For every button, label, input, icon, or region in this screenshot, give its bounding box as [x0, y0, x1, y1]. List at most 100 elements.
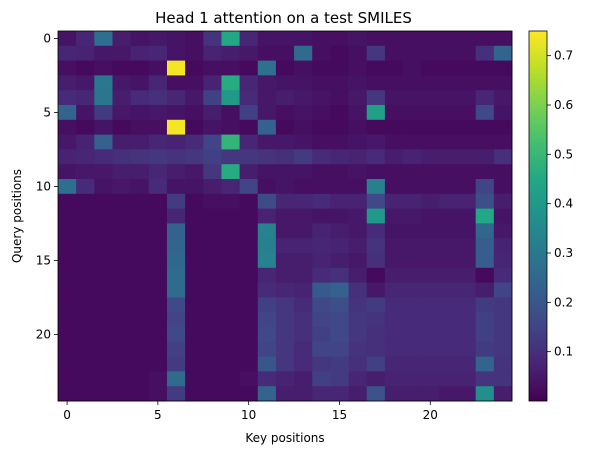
heatmap-cell — [112, 45, 132, 61]
heatmap-cell — [493, 75, 513, 91]
heatmap-cell — [457, 208, 477, 224]
heatmap-cell — [312, 267, 331, 283]
heatmap-cell — [475, 31, 495, 47]
heatmap-cell — [294, 223, 313, 239]
heatmap-cell — [94, 282, 113, 298]
heatmap-cell — [112, 60, 132, 76]
heatmap-cell — [403, 238, 422, 254]
heatmap-cell — [384, 164, 404, 180]
heatmap-cell — [366, 223, 386, 239]
heatmap-cell — [148, 267, 168, 283]
heatmap-cell — [439, 356, 458, 372]
heatmap-cell — [185, 223, 204, 239]
heatmap-cell — [185, 356, 204, 372]
heatmap-cell — [330, 208, 349, 224]
heatmap-cell — [493, 31, 513, 47]
heatmap-cell — [58, 386, 77, 402]
heatmap-cell — [457, 223, 477, 239]
heatmap-cell — [112, 105, 132, 121]
heatmap-cell — [203, 149, 222, 165]
y-tick-label: 15 — [36, 253, 51, 267]
heatmap-cell — [275, 179, 295, 195]
heatmap-cell — [112, 282, 132, 298]
heatmap-cell — [166, 386, 186, 402]
heatmap-cell — [112, 267, 132, 283]
heatmap-cell — [312, 356, 331, 372]
heatmap-cell — [421, 356, 440, 372]
heatmap-cell — [76, 105, 95, 121]
heatmap-cell — [76, 164, 95, 180]
x-axis: 0 5 10 15 20 — [63, 401, 438, 422]
heatmap-cell — [257, 105, 277, 121]
heatmap-cell — [94, 223, 113, 239]
heatmap-cell — [94, 208, 113, 224]
heatmap-cell — [94, 60, 113, 76]
heatmap-cell — [275, 312, 295, 328]
heatmap-cell — [203, 371, 222, 387]
heatmap-cell — [312, 164, 331, 180]
heatmap-cell — [403, 90, 422, 106]
heatmap-cell — [475, 282, 495, 298]
heatmap-cell — [439, 327, 458, 343]
colorbar-tick-label: 0.1 — [554, 345, 573, 359]
heatmap-cell — [493, 179, 513, 195]
heatmap-cell — [312, 297, 331, 313]
heatmap-cell — [58, 238, 77, 254]
heatmap-cell — [239, 208, 259, 224]
heatmap-cell — [475, 208, 495, 224]
heatmap-cell — [493, 312, 513, 328]
colorbar — [528, 30, 548, 402]
heatmap-cell — [348, 90, 368, 106]
heatmap-cell — [366, 90, 386, 106]
heatmap-cell — [384, 341, 404, 357]
heatmap-cell — [185, 253, 204, 269]
heatmap-cell — [493, 119, 513, 135]
heatmap-cell — [112, 341, 132, 357]
heatmap-cell — [294, 253, 313, 269]
heatmap-cell — [330, 119, 349, 135]
heatmap-cell — [403, 193, 422, 209]
heatmap-cell — [312, 371, 331, 387]
heatmap-cell — [239, 312, 259, 328]
heatmap-cell — [275, 371, 295, 387]
heatmap-cell — [148, 105, 168, 121]
colorbar-tick-label: 0.6 — [554, 98, 573, 112]
heatmap-cell — [185, 238, 204, 254]
heatmap-cell — [330, 267, 349, 283]
heatmap-cell — [257, 341, 277, 357]
heatmap-cell — [439, 134, 458, 150]
heatmap-cell — [112, 356, 132, 372]
heatmap-cell — [457, 297, 477, 313]
heatmap-cell — [130, 149, 150, 165]
heatmap-cell — [130, 45, 150, 61]
heatmap-cell — [294, 327, 313, 343]
heatmap-cell — [257, 297, 277, 313]
heatmap-cell — [275, 45, 295, 61]
heatmap-cell — [257, 253, 277, 269]
heatmap-cell — [384, 31, 404, 47]
heatmap-cell — [457, 179, 477, 195]
heatmap-cell — [421, 134, 440, 150]
heatmap-cell — [76, 282, 95, 298]
heatmap-cell — [330, 75, 349, 91]
heatmap-cell — [58, 179, 77, 195]
heatmap-cell — [439, 267, 458, 283]
heatmap-cell — [348, 149, 368, 165]
heatmap-cell — [330, 341, 349, 357]
heatmap-cell — [330, 149, 349, 165]
heatmap-cell — [166, 297, 186, 313]
heatmap-cell — [366, 267, 386, 283]
heatmap-cell — [148, 193, 168, 209]
heatmap-cell — [130, 282, 150, 298]
heatmap-cell — [76, 119, 95, 135]
heatmap-cell — [76, 267, 95, 283]
heatmap-cell — [275, 119, 295, 135]
heatmap-cell — [294, 341, 313, 357]
heatmap-cell — [257, 119, 277, 135]
heatmap-cell — [475, 312, 495, 328]
heatmap-cell — [185, 119, 204, 135]
heatmap-cell — [203, 179, 222, 195]
heatmap-cell — [294, 149, 313, 165]
heatmap-cell — [130, 386, 150, 402]
heatmap-cell — [203, 193, 222, 209]
